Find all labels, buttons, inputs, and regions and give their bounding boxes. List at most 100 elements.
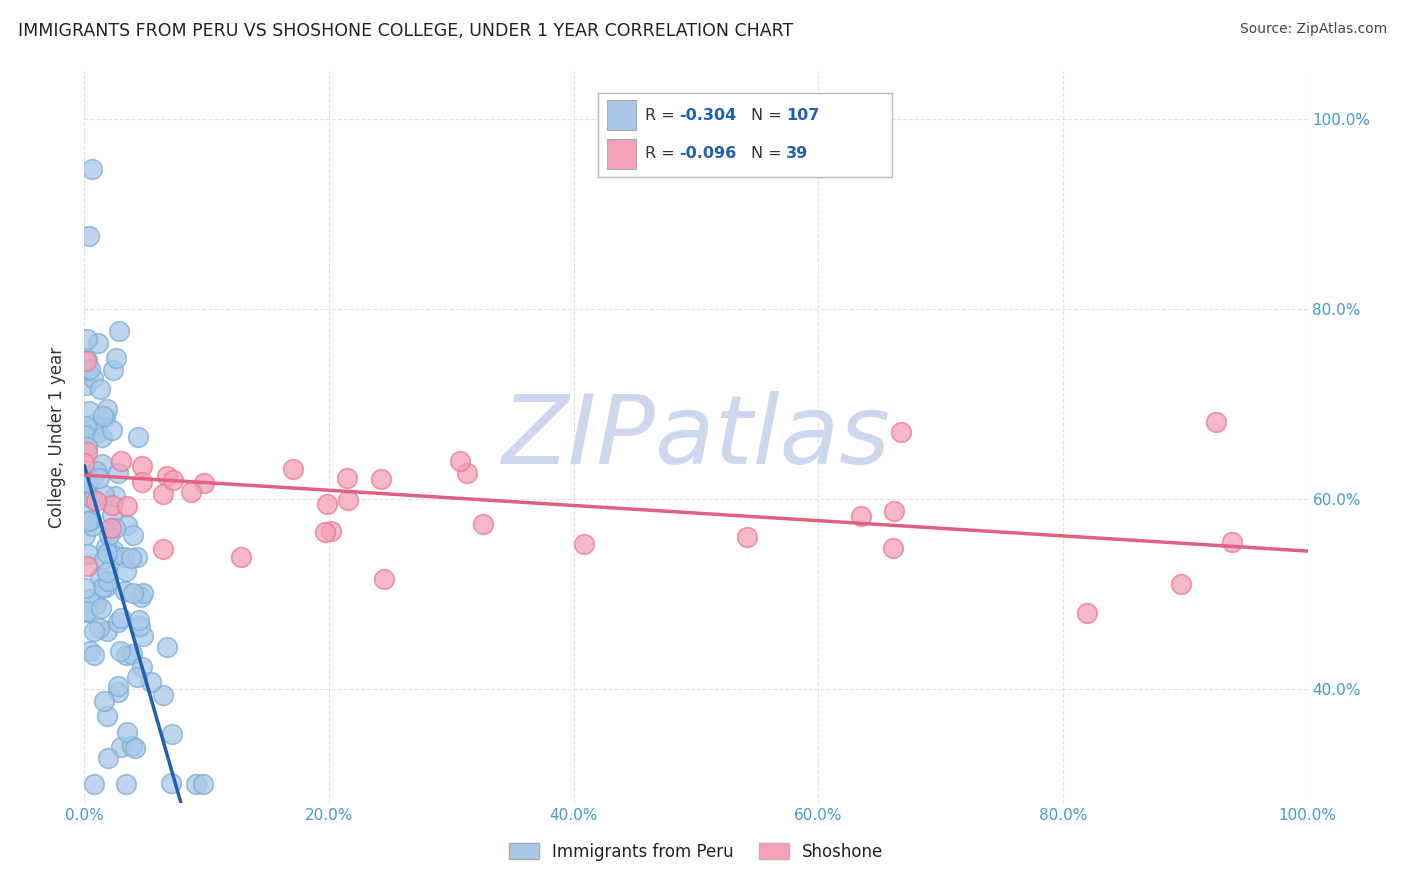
- Point: [83, 469, 105, 483]
- Point: [152, 487, 174, 501]
- Point: [75, 475, 97, 490]
- Point: [110, 739, 132, 754]
- Point: [79, 362, 101, 376]
- Point: [76, 559, 98, 574]
- Point: [114, 564, 136, 578]
- Point: [93, 410, 115, 425]
- Point: [94, 541, 117, 555]
- Point: [115, 499, 138, 513]
- Point: [373, 572, 395, 586]
- Point: [108, 324, 131, 338]
- Point: [104, 521, 127, 535]
- Point: [91, 580, 114, 594]
- Point: [316, 497, 339, 511]
- Text: IMMIGRANTS FROM PERU VS SHOSHONE COLLEGE, UNDER 1 YEAR CORRELATION CHART: IMMIGRANTS FROM PERU VS SHOSHONE COLLEGE…: [18, 22, 793, 40]
- Point: [87, 622, 110, 636]
- Point: [76, 445, 98, 459]
- Point: [160, 776, 183, 790]
- Point: [97, 750, 120, 764]
- Point: [849, 508, 872, 523]
- Point: [103, 362, 125, 376]
- Point: [89, 382, 111, 396]
- Point: [125, 549, 148, 564]
- Point: [100, 498, 122, 512]
- Point: [121, 739, 143, 753]
- Point: [77, 229, 100, 244]
- Point: [128, 613, 150, 627]
- Point: [114, 583, 136, 598]
- Point: [82, 371, 104, 385]
- Point: [87, 471, 110, 485]
- Point: [107, 615, 129, 629]
- Point: [156, 468, 179, 483]
- Point: [128, 619, 150, 633]
- Point: [124, 740, 146, 755]
- Point: [75, 606, 97, 620]
- Point: [84, 464, 107, 478]
- Point: [139, 674, 162, 689]
- Point: [122, 528, 145, 542]
- Point: [120, 551, 142, 566]
- Point: [75, 377, 97, 392]
- Point: [75, 467, 97, 482]
- Point: [107, 685, 129, 699]
- Point: [1205, 415, 1227, 429]
- Point: [80, 514, 103, 528]
- Point: [127, 430, 149, 444]
- Point: [83, 648, 105, 662]
- Point: [76, 440, 98, 454]
- Point: [121, 586, 143, 600]
- Point: [77, 499, 100, 513]
- Point: [110, 454, 132, 468]
- Point: [193, 777, 215, 791]
- Point: [229, 549, 252, 564]
- Point: [110, 611, 132, 625]
- Point: [75, 423, 97, 437]
- Point: [152, 542, 174, 557]
- Point: [77, 592, 100, 607]
- Point: [91, 409, 114, 423]
- Point: [882, 541, 904, 556]
- Point: [108, 644, 131, 658]
- Point: [131, 475, 153, 489]
- Text: ZIPatlas: ZIPatlas: [502, 391, 890, 483]
- Point: [76, 475, 98, 490]
- Point: [336, 492, 359, 507]
- Point: [83, 777, 105, 791]
- Point: [107, 679, 129, 693]
- Point: [96, 624, 118, 639]
- Point: [100, 508, 122, 523]
- Point: [112, 550, 135, 565]
- Point: [1170, 576, 1192, 591]
- Point: [129, 590, 152, 604]
- Point: [97, 574, 120, 588]
- Point: [83, 624, 105, 639]
- Point: [117, 518, 139, 533]
- Point: [281, 462, 304, 476]
- Point: [131, 458, 153, 473]
- Point: [75, 418, 97, 433]
- Point: [115, 724, 138, 739]
- Point: [83, 417, 105, 431]
- Point: [336, 470, 359, 484]
- Point: [93, 552, 115, 566]
- Point: [91, 430, 114, 444]
- Point: [1220, 534, 1243, 549]
- Point: [76, 547, 98, 561]
- Point: [132, 586, 155, 600]
- Point: [77, 363, 100, 377]
- Point: [737, 530, 759, 544]
- Point: [89, 570, 111, 584]
- Point: [162, 473, 184, 487]
- Point: [156, 640, 179, 654]
- Point: [101, 548, 124, 562]
- Point: [180, 485, 202, 500]
- Point: [87, 425, 110, 440]
- Point: [115, 777, 138, 791]
- Point: [186, 777, 208, 791]
- Point: [107, 466, 129, 480]
- Point: [121, 647, 143, 661]
- Point: [73, 581, 96, 595]
- Point: [76, 514, 98, 528]
- Point: [90, 601, 112, 615]
